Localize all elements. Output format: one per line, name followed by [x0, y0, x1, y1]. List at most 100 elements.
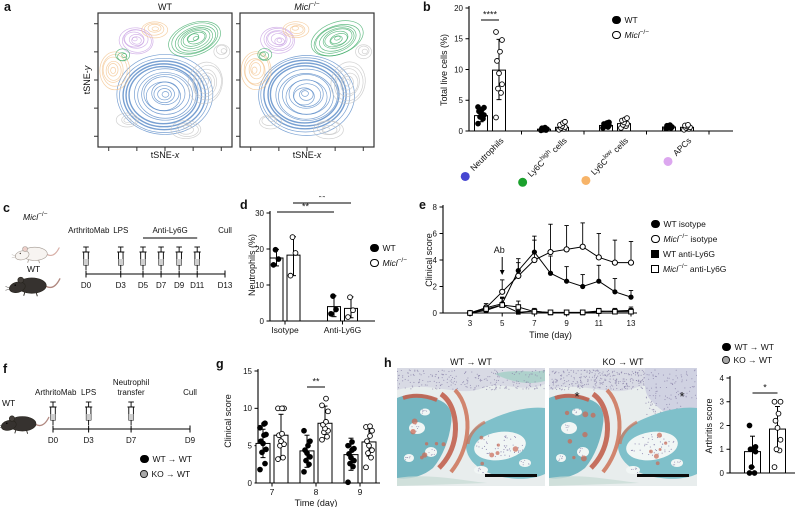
svg-text:Cull: Cull	[183, 388, 197, 397]
svg-text:10: 10	[454, 65, 463, 74]
h-legend: WT → WT KO → WT	[722, 342, 774, 370]
svg-text:D9: D9	[174, 281, 185, 290]
tsne-y-axis-label: tSNE-y	[82, 65, 92, 95]
svg-text:2: 2	[433, 282, 438, 291]
tsne-x-axis-label: tSNE-x	[292, 150, 322, 160]
svg-text:0: 0	[260, 317, 265, 326]
legend-item-micl: Micl−/−	[370, 257, 407, 268]
filled-circle-marker	[140, 454, 149, 464]
svg-text:4: 4	[720, 374, 725, 383]
svg-text:4: 4	[433, 256, 438, 265]
svg-text:*: *	[679, 389, 684, 404]
mouse-label-wt: WT	[2, 398, 16, 408]
svg-text:20: 20	[255, 245, 264, 254]
svg-text:D0: D0	[48, 436, 59, 445]
ly6clow-dot	[579, 173, 593, 187]
svg-text:Anti-Ly6G: Anti-Ly6G	[324, 325, 361, 335]
filled-circle-marker	[370, 243, 379, 253]
svg-text:Time (day): Time (day)	[295, 498, 338, 507]
svg-text:D9: D9	[185, 436, 196, 445]
bar-chart-arthritis-score: 0 1 2 3 4 *	[720, 374, 795, 478]
open-circle-marker	[651, 234, 660, 244]
svg-text:ArthritoMab: ArthritoMab	[35, 388, 77, 397]
open-circle-marker	[370, 258, 379, 268]
black-mouse-icon	[0, 415, 50, 434]
svg-text:0: 0	[433, 309, 438, 318]
legend-item-ko-wt: KO → WT	[722, 355, 774, 365]
open-circle-marker	[612, 30, 621, 40]
svg-text:10: 10	[243, 404, 252, 413]
svg-text:0: 0	[459, 127, 464, 136]
e-y-axis-label: Clinical score	[424, 233, 434, 287]
svg-text:5: 5	[459, 96, 464, 105]
svg-text:Neutrophil: Neutrophil	[113, 378, 150, 387]
svg-text:2: 2	[720, 421, 725, 430]
filled-circle-marker	[651, 219, 660, 229]
svg-text:15: 15	[243, 367, 252, 376]
category-ly6chigh: Ly6Chigh cells	[515, 135, 569, 189]
svg-text:20: 20	[454, 4, 463, 13]
svg-text:D7: D7	[126, 436, 137, 445]
svg-text:5: 5	[500, 319, 505, 328]
histology-title-ko-wt: KO → WT	[602, 357, 644, 367]
filled-square-marker	[651, 250, 659, 258]
panel-label-d: d	[240, 198, 248, 212]
svg-text:8: 8	[314, 487, 319, 497]
legend-item-wt-antily6g: WT anti-Ly6G	[651, 249, 726, 259]
svg-text:D13: D13	[218, 281, 233, 290]
white-mouse-icon	[11, 246, 60, 264]
svg-text:D5: D5	[138, 281, 149, 290]
timeline-schematic-transfer: D0 D3 D7 D9 ArthritoMab LPS Neutrophiltransfer…	[0, 378, 197, 445]
svg-text:*: *	[574, 389, 579, 404]
svg-text:9: 9	[358, 487, 363, 497]
filled-circle-marker	[722, 342, 731, 352]
svg-text:0: 0	[248, 479, 253, 488]
svg-text:30: 30	[255, 209, 264, 218]
svg-text:D0: D0	[81, 281, 92, 290]
apcs-dot	[661, 154, 675, 168]
svg-text:Time (day): Time (day)	[529, 330, 572, 340]
svg-text:****: ****	[483, 10, 498, 20]
legend-item-ko-wt: KO → WT	[140, 469, 192, 479]
legend-item-micl: Micl−/−	[612, 29, 649, 40]
ly6chigh-dot	[515, 175, 529, 189]
svg-text:3: 3	[720, 398, 725, 407]
d-legend: WT Micl−/−	[370, 243, 407, 273]
svg-text:D3: D3	[84, 436, 95, 445]
svg-text:15: 15	[454, 35, 463, 44]
tsne-x-axis-label: tSNE-x	[150, 150, 180, 160]
tsne-plot-wt	[94, 12, 233, 151]
histology-title-wt-wt: WT → WT	[450, 357, 492, 367]
svg-text:1: 1	[720, 445, 725, 454]
d-y-axis-label: Neutrophils (%)	[247, 233, 257, 297]
scale-bar	[637, 474, 689, 477]
open-square-marker	[651, 265, 659, 273]
grey-circle-marker	[722, 356, 730, 364]
panel-label-b: b	[423, 0, 431, 14]
panel-label-h: h	[384, 356, 392, 370]
scale-bar	[485, 474, 537, 477]
panel-label-c: c	[3, 201, 10, 215]
category-ly6clow: Ly6Clow cells	[579, 135, 631, 187]
line-chart-clinical-score: 0 2 4 6 8 3 5 7 9 11 13 Time (day) Ab	[433, 203, 637, 340]
timeline-schematic-anti-ly6g: D0 D3 D5 D7 D9 D11 D13 ArthritoMab LPS Anti-Ly6G C…	[5, 226, 233, 297]
svg-text:**: **	[312, 377, 320, 387]
g-y-axis-label: Clinical score	[223, 394, 233, 448]
svg-text:D3: D3	[116, 281, 127, 290]
b-legend: WT Micl−/−	[612, 15, 649, 45]
category-apcs: APCs	[661, 135, 694, 168]
grey-circle-marker	[140, 470, 148, 478]
mouse-label-micl: Micl−/−	[23, 211, 48, 222]
black-mouse-icon	[5, 276, 61, 297]
svg-text:7: 7	[532, 319, 537, 328]
category-neutrophils: Neutrophils	[458, 135, 506, 183]
svg-text:Isotype: Isotype	[271, 325, 299, 335]
legend-item-micl-antily6g: Micl−/− anti-Ly6G	[651, 263, 726, 274]
panel-label-e: e	[419, 198, 426, 212]
svg-text:3: 3	[468, 319, 473, 328]
bar-chart-total-live-cells: 0 5 10 15 20 ****	[454, 4, 733, 136]
tsne-plot-micl	[236, 12, 375, 151]
panel-label-f: f	[3, 362, 8, 376]
svg-text:LPS: LPS	[81, 388, 96, 397]
svg-text:D11: D11	[190, 281, 205, 290]
